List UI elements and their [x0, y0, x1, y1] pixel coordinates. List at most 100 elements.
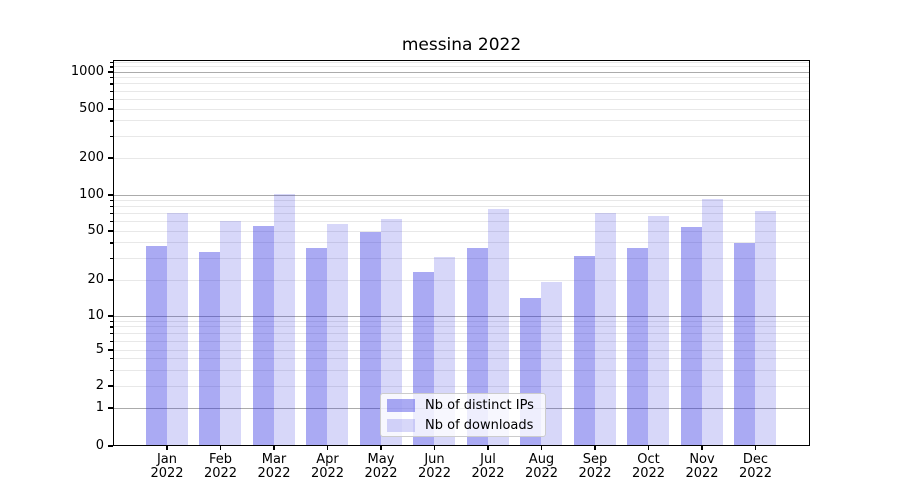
y-tick-label: 500: [79, 101, 104, 116]
bar-downloads: [273, 194, 295, 445]
minor-gridline: [114, 340, 809, 342]
x-tick-label-month: Apr: [316, 452, 339, 467]
plot-area: [113, 60, 810, 446]
bar-distinct-ips: [252, 226, 274, 445]
y-tick-label: 100: [79, 187, 104, 202]
x-tick-label-year: 2022: [364, 466, 398, 481]
bar-downloads: [166, 212, 188, 445]
x-tick-label-month: Jun: [424, 452, 445, 467]
x-tick: [647, 446, 650, 450]
minor-gridline: [114, 206, 809, 208]
legend-swatch-distinct-ips-icon: [387, 398, 415, 412]
y-tick-label: 2: [95, 378, 104, 393]
x-tick-label-year: 2022: [310, 466, 345, 481]
bar-downloads: [487, 208, 509, 445]
minor-gridline: [114, 358, 809, 360]
minor-gridline: [114, 369, 809, 371]
x-tick-label-year: 2022: [738, 466, 773, 481]
legend-item-distinct-ips: Nb of distinct IPs: [381, 396, 545, 414]
y-tick-label: 20: [87, 272, 104, 287]
minor-gridline: [114, 83, 809, 85]
x-tick-label-month: Jan: [156, 452, 178, 467]
x-tick: [219, 446, 222, 450]
x-tick-label-year: 2022: [150, 466, 184, 481]
bar-downloads: [594, 213, 616, 445]
x-tick: [166, 446, 168, 450]
minor-gridline: [114, 108, 809, 110]
x-tick: [754, 446, 757, 450]
bar-distinct-ips: [359, 232, 381, 445]
y-tick-label: 1000: [70, 64, 104, 79]
minor-gridline: [114, 332, 809, 334]
legend-swatch-downloads-icon: [387, 418, 415, 432]
x-tick-label-year: 2022: [631, 466, 666, 481]
minor-gridline: [114, 279, 809, 281]
x-tick-label-year: 2022: [417, 466, 452, 481]
minor-gridline: [114, 135, 809, 137]
minor-gridline: [114, 349, 809, 351]
bar-distinct-ips: [306, 247, 327, 445]
minor-gridline: [114, 77, 809, 79]
x-tick-label-month: Jul: [480, 452, 496, 467]
bar-downloads: [380, 218, 402, 445]
minor-gridline: [114, 326, 809, 328]
bar-downloads: [220, 220, 241, 445]
x-tick-label-year: 2022: [471, 466, 505, 481]
y-tick-label: 1: [95, 400, 104, 415]
minor-gridline: [114, 385, 809, 387]
bar-distinct-ips: [199, 252, 220, 445]
minor-gridline: [114, 90, 809, 92]
minor-gridline: [114, 66, 809, 68]
minor-gridline: [114, 199, 809, 201]
x-tick: [273, 446, 275, 450]
x-tick-label-year: 2022: [524, 466, 559, 481]
x-tick-label-month: Oct: [637, 452, 660, 467]
bar-distinct-ips: [145, 246, 167, 445]
bar-downloads: [755, 211, 776, 445]
minor-gridline: [114, 157, 809, 159]
x-tick: [594, 446, 596, 450]
x-tick-label-month: Nov: [689, 452, 715, 467]
x-tick: [540, 446, 543, 450]
bar-distinct-ips: [680, 226, 702, 445]
x-tick: [433, 446, 436, 450]
legend-label-downloads: Nb of downloads: [425, 417, 534, 433]
major-gridline: [114, 71, 809, 73]
x-tick-label-month: Feb: [208, 452, 233, 467]
x-tick: [487, 446, 489, 450]
x-tick-label-year: 2022: [578, 466, 612, 481]
x-tick-label-month: Sep: [582, 452, 608, 467]
bar-distinct-ips: [734, 243, 755, 445]
x-tick: [380, 446, 382, 450]
y-tick-label: 10: [87, 308, 104, 323]
x-tick-label-year: 2022: [257, 466, 291, 481]
bar-downloads: [701, 199, 723, 445]
minor-gridline: [114, 230, 809, 232]
major-gridline: [114, 315, 809, 317]
legend: Nb of distinct IPs Nb of downloads: [380, 393, 546, 437]
x-tick-label-month: May: [367, 452, 395, 467]
minor-gridline: [114, 120, 809, 122]
y-tick-label: 0: [95, 438, 104, 453]
bar-downloads: [327, 224, 348, 445]
legend-label-distinct-ips: Nb of distinct IPs: [425, 397, 534, 413]
x-tick: [326, 446, 329, 450]
minor-gridline: [114, 61, 809, 63]
minor-gridline: [114, 98, 809, 100]
x-tick-label-year: 2022: [685, 466, 719, 481]
major-gridline: [114, 194, 809, 196]
bar-distinct-ips: [627, 247, 648, 445]
minor-gridline: [114, 257, 809, 259]
bar-downloads: [648, 215, 669, 445]
x-tick-label-month: Aug: [528, 452, 555, 467]
x-tick-label-month: Mar: [261, 452, 287, 467]
minor-gridline: [114, 320, 809, 322]
y-tick-label: 5: [95, 342, 104, 357]
minor-gridline: [114, 242, 809, 244]
legend-item-downloads: Nb of downloads: [381, 416, 545, 434]
bar-downloads: [541, 281, 562, 445]
minor-gridline: [114, 221, 809, 223]
minor-gridline: [114, 213, 809, 215]
y-tick-label: 200: [79, 150, 104, 165]
